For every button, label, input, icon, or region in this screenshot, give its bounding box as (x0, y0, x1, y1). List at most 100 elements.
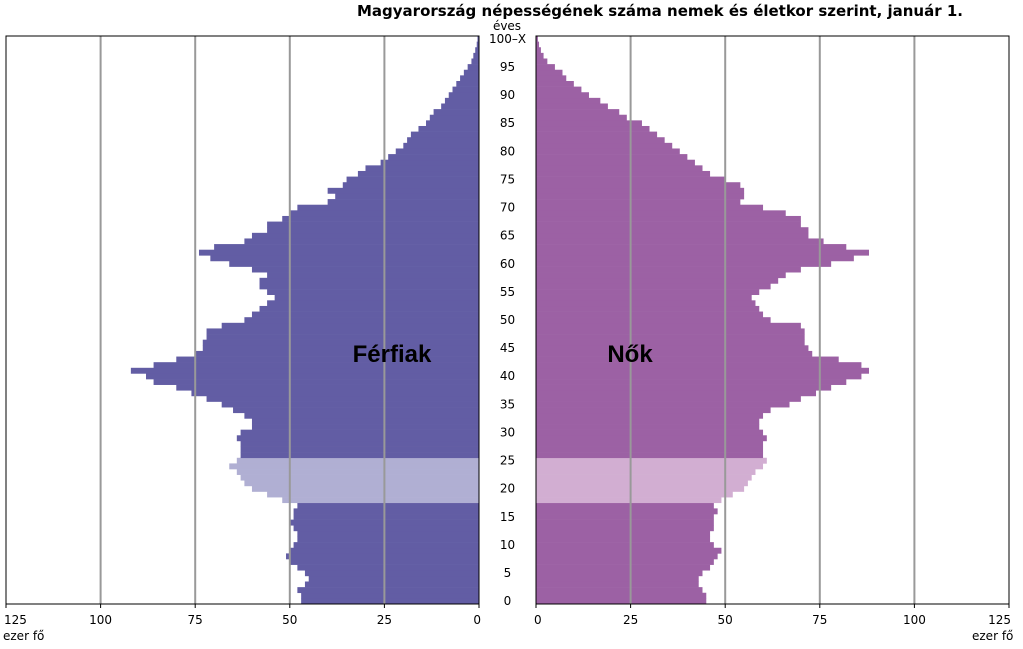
male-bar-age-62 (198, 249, 480, 256)
female-bar-age-9 (536, 547, 722, 554)
male-bar-age-12 (297, 530, 479, 537)
age-tick-75: 75 (500, 172, 515, 186)
age-tick-25: 25 (500, 454, 515, 468)
male-bar-age-37 (191, 390, 480, 397)
male-bar-age-51 (251, 311, 479, 318)
age-tick-60: 60 (500, 257, 515, 271)
male-bar-age-78 (380, 159, 479, 166)
male-bar-age-92 (456, 80, 479, 87)
male-bar-age-66 (267, 227, 479, 234)
male-bar-age-67 (267, 221, 479, 228)
female-bar-age-25 (536, 457, 767, 464)
female-bar-age-2 (536, 587, 703, 594)
female-bar-age-81 (536, 142, 673, 149)
female-tick-100: 100 (903, 613, 926, 627)
female-bar-age-48 (536, 328, 805, 335)
female-bar-age-5 (536, 570, 703, 577)
female-bar-age-33 (536, 412, 764, 419)
male-bar-age-91 (452, 86, 479, 93)
male-bar-age-89 (444, 97, 479, 104)
male-bar-age-82 (407, 137, 479, 144)
age-tick-0: 0 (504, 594, 512, 608)
female-bar-age-78 (536, 159, 695, 166)
male-bar-age-40 (146, 373, 479, 380)
female-bar-age-15 (536, 514, 714, 520)
male-bar-age-71 (327, 199, 479, 206)
female-bar-age-28 (536, 440, 764, 447)
male-bar-age-26 (240, 452, 479, 459)
female-bar-age-14 (536, 519, 714, 526)
female-bar-age-66 (536, 227, 809, 234)
female-bar-age-62 (536, 249, 869, 256)
male-bar-age-38 (176, 384, 479, 391)
female-bar-age-31 (536, 424, 760, 430)
age-tick-45: 45 (500, 341, 515, 355)
male-bar-age-39 (153, 379, 479, 385)
age-tick-55: 55 (500, 285, 515, 299)
female-label: Nők (607, 341, 653, 368)
female-bar-age-82 (536, 137, 665, 144)
age-tick-35: 35 (500, 397, 515, 411)
female-bar-age-44 (536, 350, 813, 357)
male-tick-25: 25 (377, 613, 392, 627)
age-tick-20: 20 (500, 482, 515, 496)
female-bar-age-89 (536, 97, 601, 104)
female-bar-age-65 (536, 232, 809, 239)
chart-title: Magyarország népességének száma nemek és… (356, 2, 963, 20)
age-tick-80: 80 (500, 144, 515, 158)
age-tick-90: 90 (500, 88, 515, 102)
male-panel-frame (5, 35, 480, 605)
male-bar-age-68 (282, 215, 479, 222)
female-bar-age-93 (536, 75, 567, 82)
age-tick-50: 50 (500, 313, 515, 327)
female-bar-age-57 (536, 277, 779, 284)
male-tick-75: 75 (188, 613, 203, 627)
male-bar-age-2 (297, 587, 479, 594)
female-bar-age-1 (536, 592, 707, 599)
female-bar-age-72 (536, 193, 745, 200)
male-bar-age-53 (267, 300, 479, 307)
female-bar-age-39 (536, 379, 847, 385)
male-bar-age-33 (244, 412, 479, 419)
female-bar-age-21 (536, 480, 748, 487)
male-bar-age-93 (460, 75, 479, 82)
male-bar-age-22 (240, 474, 479, 481)
female-bar-age-37 (536, 390, 817, 397)
female-bar-age-49 (536, 322, 801, 329)
female-tick-25: 25 (623, 613, 638, 627)
male-bar-age-4 (308, 575, 479, 582)
male-bar-age-83 (410, 131, 479, 138)
male-bar-age-49 (221, 322, 479, 329)
female-bar-age-27 (536, 446, 764, 453)
male-bar-age-72 (335, 193, 479, 200)
male-bar-age-70 (297, 204, 479, 211)
male-bar-age-65 (251, 232, 479, 239)
female-bar-age-92 (536, 80, 574, 87)
female-bar-age-30 (536, 429, 764, 436)
female-bar-age-58 (536, 272, 786, 279)
male-bar-age-79 (388, 154, 479, 161)
male-bar-age-85 (426, 120, 479, 127)
male-bar-age-41 (130, 367, 479, 374)
male-bar-age-6 (297, 564, 479, 571)
female-bar-age-60 (536, 260, 832, 267)
age-tick-15: 15 (500, 510, 515, 524)
female-bar-age-22 (536, 474, 752, 481)
age-axis-label: éves (493, 19, 521, 33)
female-bar-age-90 (536, 92, 589, 99)
male-bar-age-8 (286, 553, 479, 560)
male-bar-age-96 (471, 58, 479, 65)
female-bar-age-3 (536, 581, 699, 588)
female-bar-age-43 (536, 356, 839, 363)
male-bar-age-76 (357, 170, 479, 177)
female-bar-age-54 (536, 294, 752, 301)
male-bar-age-5 (304, 570, 479, 577)
male-bar-age-0 (301, 598, 479, 605)
male-bar-age-100 (477, 36, 479, 42)
male-bar-age-15 (293, 514, 479, 520)
female-bar-age-96 (536, 58, 548, 65)
male-bar-age-99 (476, 41, 479, 48)
male-bar-age-17 (297, 502, 479, 509)
female-bar-age-6 (536, 564, 711, 571)
age-tick-95: 95 (500, 60, 515, 74)
